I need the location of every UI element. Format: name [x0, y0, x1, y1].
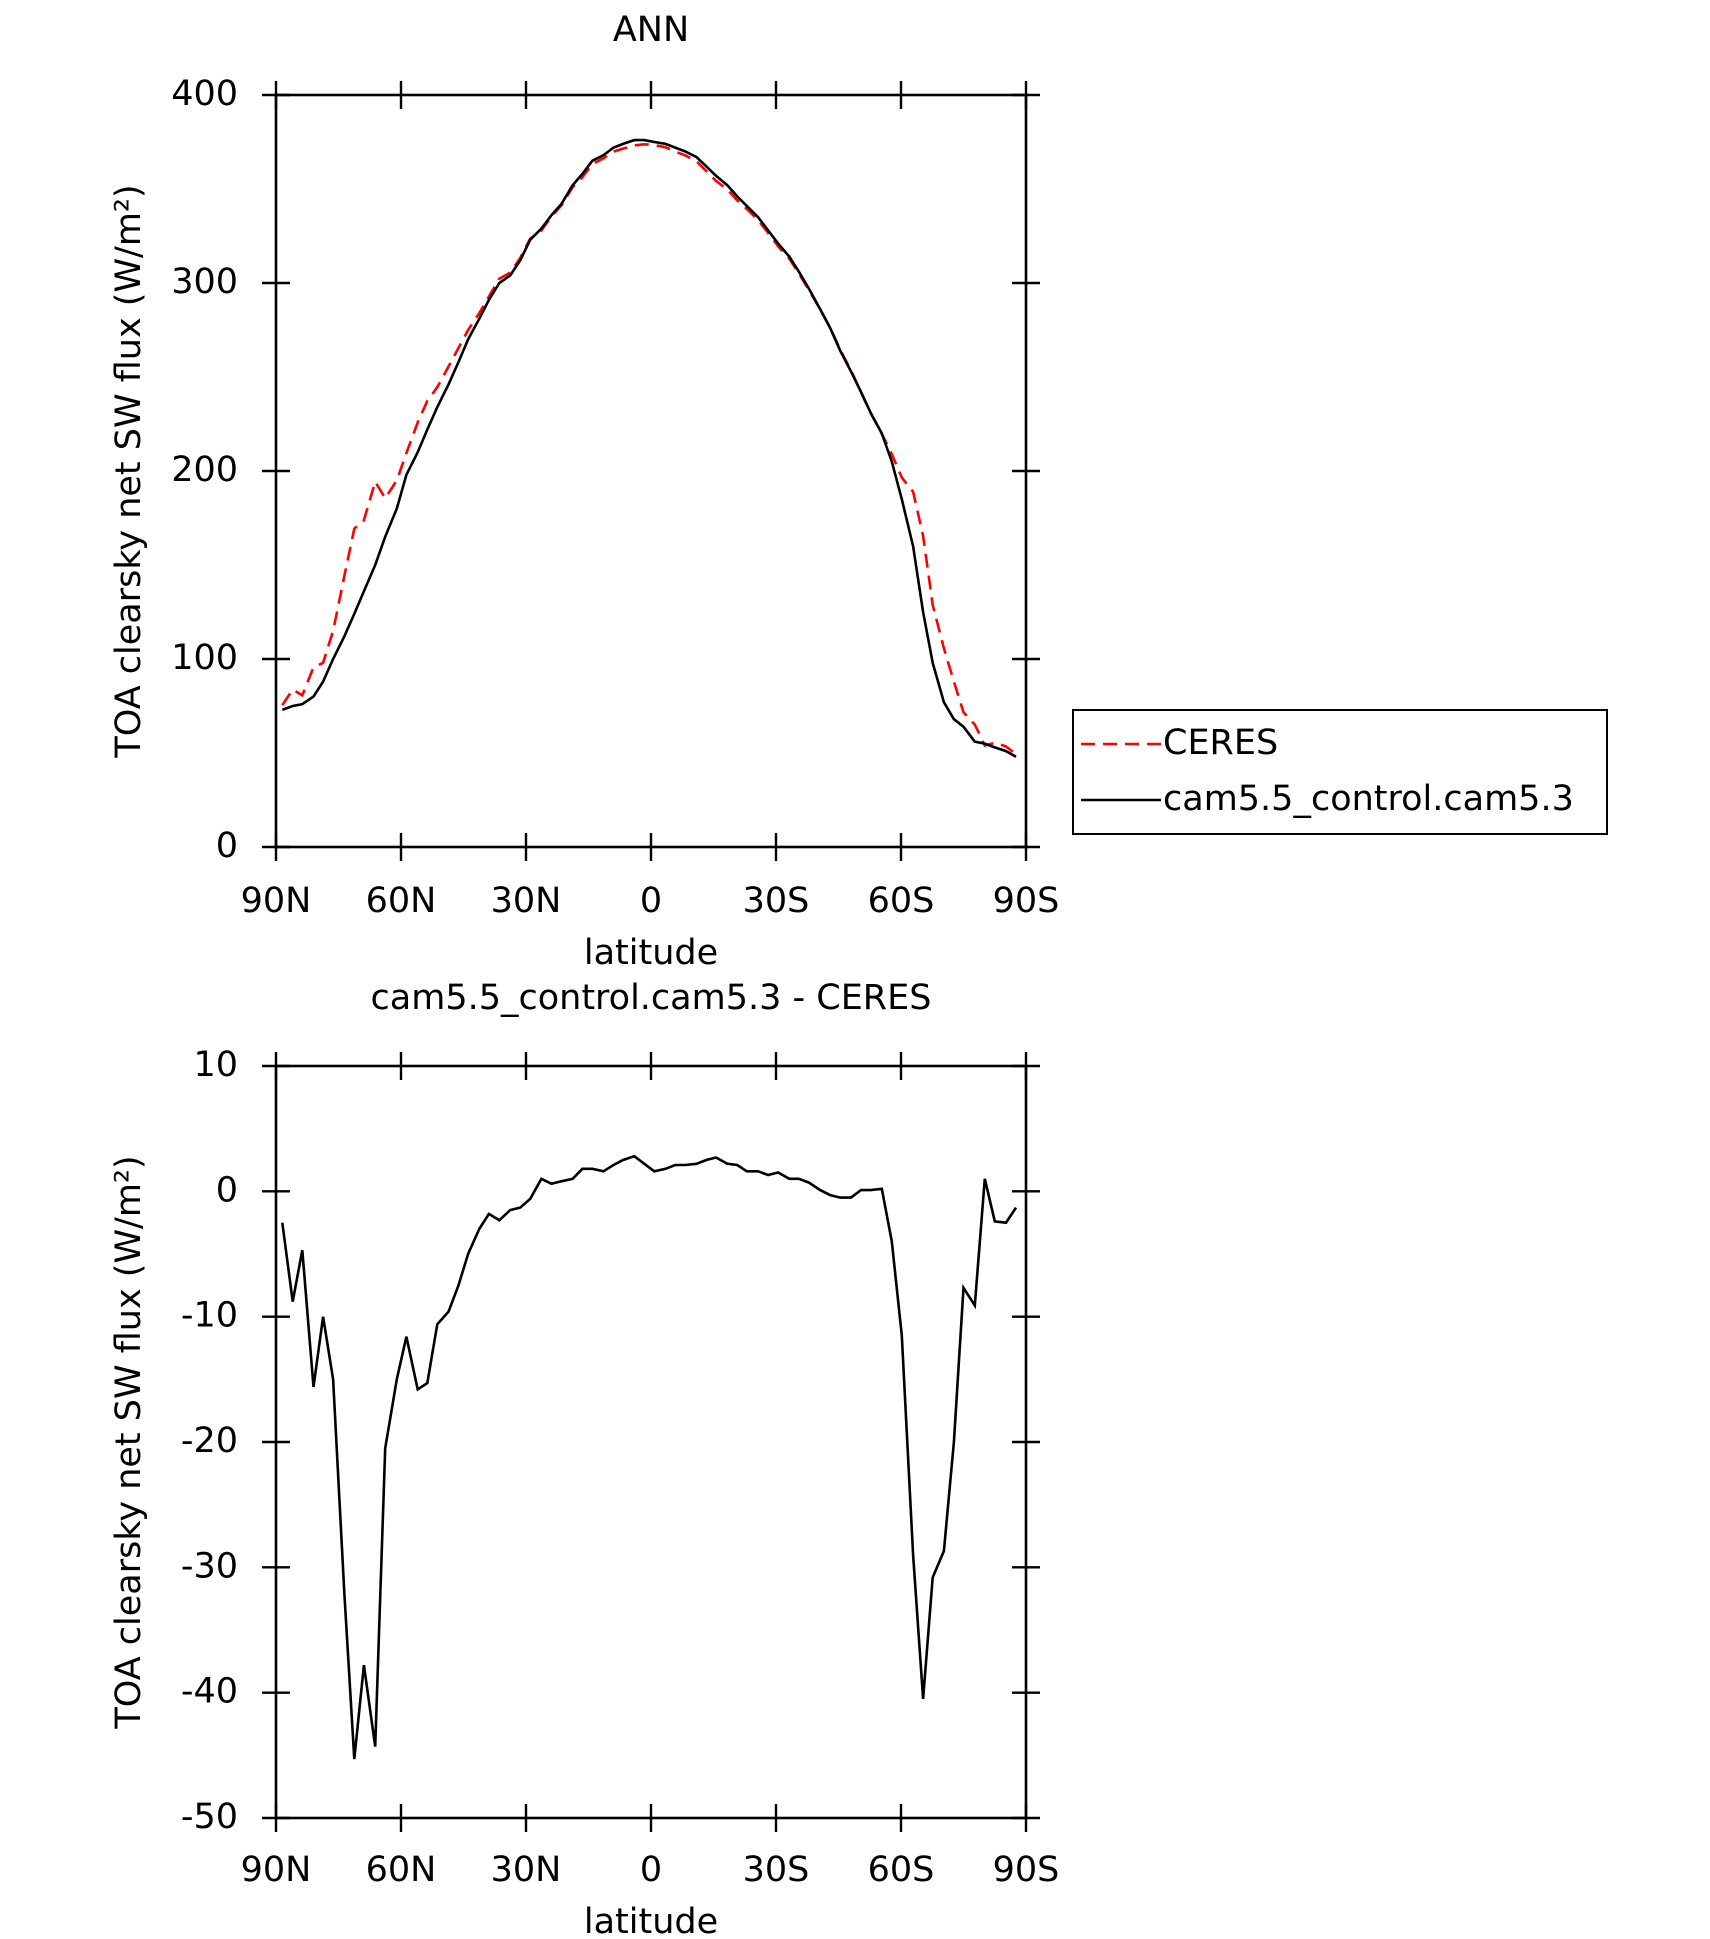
- y-tick-label: 0: [216, 1170, 238, 1210]
- x-tick-label: 30N: [491, 1850, 562, 1890]
- chart-title: ANN: [613, 10, 689, 50]
- x-tick-label: 90N: [241, 881, 312, 921]
- data-line: [281, 142, 1017, 756]
- y-tick-label: -20: [181, 1421, 238, 1461]
- data-line: [281, 138, 1017, 758]
- data-line: [281, 1154, 1018, 1760]
- legend-label: cam5.5_control.cam5.3: [1163, 779, 1574, 819]
- y-tick-label: 300: [171, 262, 238, 302]
- x-tick-label: 0: [640, 1850, 662, 1890]
- x-axis-label: latitude: [584, 933, 718, 973]
- x-tick-label: 60S: [868, 1850, 935, 1890]
- x-tick-label: 30S: [743, 881, 810, 921]
- y-axis-label: TOA clearsky net SW flux (W/m²): [109, 184, 149, 758]
- x-tick-label: 90N: [241, 1850, 312, 1890]
- x-tick-label: 60S: [868, 881, 935, 921]
- legend-box: [1072, 709, 1608, 835]
- x-tick-label: 30S: [743, 1850, 810, 1890]
- chart-title: cam5.5_control.cam5.3 - CERES: [371, 978, 932, 1018]
- x-tick-label: 60N: [366, 1850, 437, 1890]
- y-tick-label: 200: [171, 450, 238, 490]
- y-tick-label: -40: [181, 1672, 238, 1712]
- y-axis-label: TOA clearsky net SW flux (W/m²): [109, 1155, 149, 1729]
- y-tick-label: 0: [216, 826, 238, 866]
- x-tick-label: 60N: [366, 881, 437, 921]
- x-tick-label: 0: [640, 881, 662, 921]
- x-tick-label: 90S: [993, 881, 1060, 921]
- x-tick-label: 90S: [993, 1850, 1060, 1890]
- y-tick-label: -30: [181, 1546, 238, 1586]
- plot-frame: [274, 1064, 1028, 1820]
- plot-frame: [274, 93, 1028, 849]
- y-tick-label: 10: [193, 1045, 238, 1085]
- y-tick-label: 100: [171, 638, 238, 678]
- y-tick-label: 400: [171, 74, 238, 114]
- y-tick-label: -50: [181, 1797, 238, 1837]
- legend-label: CERES: [1163, 723, 1278, 763]
- x-axis-label: latitude: [584, 1902, 718, 1939]
- x-tick-label: 30N: [491, 881, 562, 921]
- y-tick-label: -10: [181, 1296, 238, 1336]
